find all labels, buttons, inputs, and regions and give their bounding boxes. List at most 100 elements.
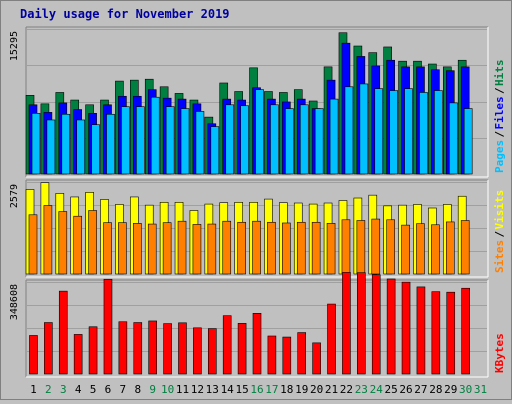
bar-kbytes-day-28	[431, 291, 441, 375]
bar-pages-day-25	[389, 90, 398, 175]
bar-sites-day-1	[28, 214, 38, 275]
bar-kbytes-day-4	[73, 334, 83, 375]
bar-sites-day-27	[416, 223, 425, 275]
bar-pages-day-14	[225, 104, 235, 175]
bar-sites-day-30	[460, 220, 470, 275]
x-tick-label-day-1: 1	[30, 383, 37, 396]
bar-sites-day-4	[73, 215, 83, 275]
bar-sites-day-12	[192, 224, 202, 275]
x-tick-label-day-5: 5	[90, 383, 97, 396]
x-tick-label-day-6: 6	[105, 383, 112, 396]
bar-kbytes-day-29	[446, 291, 456, 375]
x-tick-label-day-14: 14	[221, 383, 235, 396]
x-tick-label-day-3: 3	[60, 383, 67, 396]
bar-sites-day-23	[356, 220, 366, 275]
bar-pages-day-24	[374, 88, 384, 175]
x-tick-label-day-31: 31	[474, 383, 487, 396]
x-tick-label-day-22: 22	[340, 383, 353, 396]
legend-hits: Hits	[493, 60, 506, 87]
x-tick-label-day-11: 11	[176, 383, 189, 396]
bar-kbytes-day-30	[461, 287, 470, 375]
bar-sites-day-21	[326, 223, 336, 275]
panel-kbytes: 348608 KBytes	[9, 272, 506, 378]
bar-pages-day-5	[91, 124, 100, 175]
bar-sites-day-6	[103, 222, 112, 275]
series-pages	[31, 83, 473, 175]
bar-kbytes-day-7	[118, 321, 128, 375]
bar-kbytes-day-23	[357, 272, 366, 375]
bar-pages-day-10	[165, 106, 175, 175]
bar-kbytes-day-3	[58, 290, 68, 375]
bar-pages-day-19	[299, 104, 309, 175]
bar-kbytes-day-22	[342, 272, 351, 375]
x-tick-label-day-7: 7	[120, 383, 127, 396]
bar-kbytes-day-12	[193, 327, 202, 375]
x-tick-label-day-13: 13	[206, 383, 219, 396]
x-tick-label-day-25: 25	[385, 383, 398, 396]
bar-sites-day-8	[133, 223, 142, 275]
bar-sites-day-15	[237, 221, 246, 275]
x-tick-label-day-27: 27	[414, 383, 427, 396]
chart-panels: 15295Pages/Files/Hits2579Sites/Visits348…	[9, 26, 506, 378]
y-tick-label: 348608	[9, 284, 20, 320]
x-tick-label-day-17: 17	[265, 383, 278, 396]
bar-pages-day-3	[61, 113, 71, 175]
bar-sites-day-29	[445, 221, 455, 275]
bar-pages-day-9	[150, 96, 160, 175]
legend-visits: Visits	[493, 190, 506, 230]
bar-pages-day-20	[314, 108, 324, 175]
bar-pages-day-15	[240, 105, 249, 175]
x-tick-label-day-21: 21	[325, 383, 338, 396]
legend-pages: Pages	[493, 140, 506, 173]
legend-separator: /	[493, 231, 506, 238]
bar-kbytes-day-6	[103, 278, 113, 375]
x-tick-label-day-24: 24	[370, 383, 384, 396]
x-tick-label-day-20: 20	[310, 383, 323, 396]
bar-sites-day-7	[118, 222, 127, 275]
bar-kbytes-day-13	[207, 328, 217, 375]
bar-kbytes-day-11	[178, 322, 187, 375]
bar-kbytes-day-17	[267, 335, 277, 375]
x-tick-label-day-23: 23	[355, 383, 368, 396]
x-tick-label-day-4: 4	[75, 383, 82, 396]
bar-pages-day-12	[195, 111, 205, 175]
bar-kbytes-day-10	[163, 323, 172, 375]
bar-pages-day-27	[419, 92, 428, 175]
bar-pages-day-28	[434, 90, 443, 175]
bar-sites-day-2	[43, 205, 53, 275]
bar-sites-day-28	[431, 224, 440, 275]
bar-sites-day-22	[341, 219, 351, 275]
bar-sites-day-9	[147, 223, 157, 275]
bar-sites-day-25	[386, 219, 395, 275]
bar-pages-day-23	[359, 83, 369, 175]
x-tick-label-day-30: 30	[459, 383, 472, 396]
legend-sites: Sites	[493, 240, 506, 273]
bar-sites-day-14	[222, 220, 232, 275]
bar-pages-day-7	[121, 106, 130, 175]
x-tick-label-day-9: 9	[149, 383, 156, 396]
bar-pages-day-29	[448, 102, 458, 175]
bar-kbytes-day-18	[282, 336, 292, 375]
bar-kbytes-day-15	[237, 323, 247, 375]
x-tick-label-day-29: 29	[444, 383, 457, 396]
bar-pages-day-16	[255, 89, 264, 175]
chart-title: Daily usage for November 2019	[20, 7, 230, 21]
bar-kbytes-day-8	[133, 322, 143, 375]
bar-pages-day-21	[329, 98, 339, 175]
y-tick-label: 15295	[9, 31, 20, 61]
bar-kbytes-day-1	[29, 335, 38, 375]
x-tick-label-day-2: 2	[45, 383, 52, 396]
bar-kbytes-day-19	[297, 332, 307, 375]
x-tick-label-day-16: 16	[250, 383, 263, 396]
bar-sites-day-5	[88, 210, 97, 275]
bar-kbytes-day-24	[371, 274, 381, 375]
x-tick-label-day-8: 8	[134, 383, 141, 396]
bar-kbytes-day-27	[416, 286, 426, 375]
bar-pages-day-22	[344, 86, 354, 175]
legend-separator: /	[493, 131, 506, 138]
bar-sites-day-24	[371, 218, 381, 275]
bar-sites-day-26	[401, 224, 410, 275]
series-sites	[28, 205, 470, 275]
x-tick-label-day-18: 18	[280, 383, 293, 396]
